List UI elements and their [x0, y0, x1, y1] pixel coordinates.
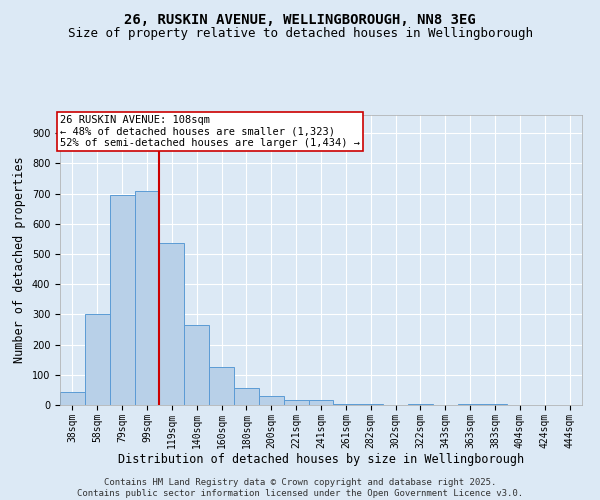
Bar — [60, 392, 85, 405]
Bar — [160, 244, 184, 405]
Bar — [284, 400, 308, 405]
X-axis label: Distribution of detached houses by size in Wellingborough: Distribution of detached houses by size … — [118, 454, 524, 466]
Bar — [482, 404, 508, 405]
Text: 26 RUSKIN AVENUE: 108sqm
← 48% of detached houses are smaller (1,323)
52% of sem: 26 RUSKIN AVENUE: 108sqm ← 48% of detach… — [60, 115, 360, 148]
Bar — [358, 404, 383, 405]
Y-axis label: Number of detached properties: Number of detached properties — [13, 156, 26, 364]
Bar — [134, 190, 160, 405]
Bar — [458, 404, 482, 405]
Text: Contains HM Land Registry data © Crown copyright and database right 2025.
Contai: Contains HM Land Registry data © Crown c… — [77, 478, 523, 498]
Text: Size of property relative to detached houses in Wellingborough: Size of property relative to detached ho… — [67, 28, 533, 40]
Bar — [408, 404, 433, 405]
Bar — [234, 388, 259, 405]
Bar — [110, 195, 134, 405]
Bar — [209, 367, 234, 405]
Bar — [259, 396, 284, 405]
Text: 26, RUSKIN AVENUE, WELLINGBOROUGH, NN8 3EG: 26, RUSKIN AVENUE, WELLINGBOROUGH, NN8 3… — [124, 12, 476, 26]
Bar — [334, 404, 358, 405]
Bar — [85, 314, 110, 405]
Bar — [184, 325, 209, 405]
Bar — [308, 400, 334, 405]
